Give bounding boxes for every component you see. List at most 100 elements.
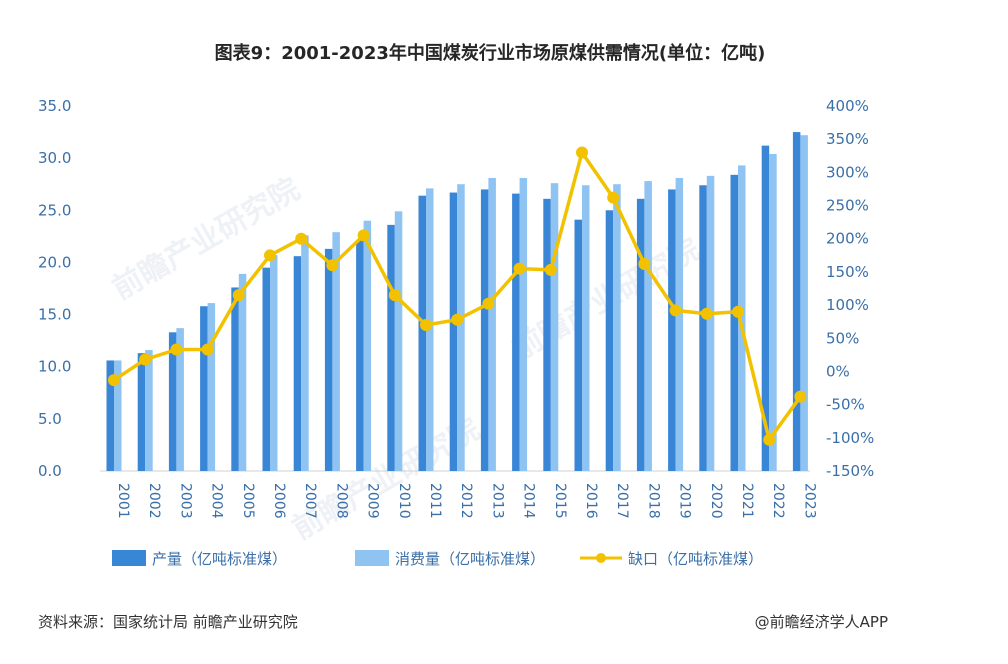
bar-production bbox=[574, 219, 582, 471]
gap-point bbox=[420, 319, 432, 331]
x-tick-label: 2011 bbox=[427, 483, 443, 519]
x-tick-label: 2003 bbox=[177, 483, 193, 519]
bar-production bbox=[480, 189, 489, 471]
bar-production bbox=[699, 185, 707, 471]
bar-production bbox=[605, 210, 614, 472]
x-tick-label: 2002 bbox=[146, 483, 162, 519]
bar-consumption bbox=[769, 153, 777, 471]
x-tick-label: 2017 bbox=[614, 483, 630, 519]
right-tick-label: 300% bbox=[826, 163, 869, 181]
bar-consumption bbox=[394, 211, 403, 472]
gap-point bbox=[794, 390, 807, 403]
gap-point bbox=[108, 374, 120, 387]
legend-swatch-production bbox=[112, 550, 146, 566]
x-tick-label: 2020 bbox=[708, 483, 724, 519]
x-axis: 2001 2002 2003 2004 2005 2006 2007 2008 2009 2010… bbox=[115, 483, 817, 519]
bar-production bbox=[231, 287, 239, 471]
x-tick-label: 2023 bbox=[801, 483, 817, 519]
bar-production bbox=[200, 306, 208, 471]
bar-production bbox=[387, 224, 395, 471]
left-tick-label: 20.0 bbox=[38, 253, 71, 271]
x-tick-label: 2015 bbox=[552, 483, 568, 519]
bar-production bbox=[324, 248, 333, 471]
bar-consumption bbox=[238, 273, 247, 471]
bar-consumption bbox=[207, 303, 216, 471]
x-tick-label: 2012 bbox=[458, 483, 474, 519]
source-note: 资料来源：国家统计局 前瞻产业研究院 bbox=[38, 613, 298, 631]
bar-consumption bbox=[363, 220, 372, 471]
legend-label-production: 产量（亿吨标准煤） bbox=[152, 550, 287, 568]
bar-production bbox=[418, 195, 426, 471]
bar-consumption bbox=[145, 350, 153, 471]
chart-title: 图表9：2001-2023年中国煤炭行业市场原煤供需情况(单位：亿吨) bbox=[215, 42, 766, 64]
x-tick-label: 2014 bbox=[521, 483, 537, 519]
bar-consumption bbox=[800, 135, 808, 471]
bar-consumption bbox=[675, 177, 684, 471]
legend-label-gap: 缺口（亿吨标准煤） bbox=[628, 550, 763, 568]
left-tick-label: 10.0 bbox=[38, 358, 71, 376]
bar-consumption bbox=[613, 184, 621, 471]
left-tick-label: 35.0 bbox=[38, 97, 71, 115]
gap-point bbox=[576, 146, 588, 159]
bar-production bbox=[293, 256, 302, 471]
gap-line-group bbox=[108, 146, 807, 446]
gap-point bbox=[264, 249, 276, 262]
gap-point bbox=[139, 353, 152, 366]
bar-consumption bbox=[488, 177, 496, 471]
bar-production bbox=[761, 145, 770, 471]
bar-production bbox=[137, 353, 146, 471]
left-tick-label: 15.0 bbox=[38, 306, 71, 324]
bar-production bbox=[668, 189, 676, 471]
x-tick-label: 2021 bbox=[739, 483, 755, 519]
bar-consumption bbox=[301, 235, 309, 471]
x-tick-label: 2013 bbox=[489, 483, 505, 519]
right-tick-label: 0% bbox=[826, 362, 850, 380]
bar-production bbox=[512, 193, 520, 471]
gap-point bbox=[201, 343, 214, 356]
gap-point bbox=[232, 289, 245, 302]
bar-production bbox=[262, 267, 270, 471]
gap-point bbox=[326, 259, 339, 272]
bar-production bbox=[106, 360, 114, 471]
gap-point bbox=[638, 257, 651, 270]
right-tick-label: 350% bbox=[826, 130, 869, 148]
right-tick-label: 150% bbox=[826, 263, 869, 281]
right-tick-label: -50% bbox=[826, 396, 865, 414]
gap-point bbox=[544, 263, 557, 276]
left-axis: 0.0 5.0 10.0 15.0 20.0 25.0 30.0 35.0 bbox=[38, 97, 71, 480]
right-tick-label: -100% bbox=[826, 429, 874, 447]
gap-point bbox=[170, 343, 183, 356]
x-tick-label: 2005 bbox=[240, 483, 256, 519]
bars-group bbox=[106, 132, 808, 472]
bar-consumption bbox=[457, 184, 465, 471]
left-tick-label: 25.0 bbox=[38, 201, 71, 219]
right-tick-label: 250% bbox=[826, 197, 869, 215]
bar-consumption bbox=[738, 165, 746, 471]
x-tick-label: 2007 bbox=[302, 483, 318, 519]
bar-production bbox=[543, 198, 551, 472]
bar-production bbox=[356, 240, 364, 471]
gap-point bbox=[357, 229, 370, 242]
gap-point bbox=[388, 289, 401, 302]
legend-swatch-consumption bbox=[355, 550, 389, 566]
x-tick-label: 2016 bbox=[583, 483, 599, 519]
x-tick-label: 2006 bbox=[271, 483, 287, 519]
x-tick-label: 2019 bbox=[677, 483, 693, 519]
bar-consumption bbox=[332, 232, 340, 471]
gap-point bbox=[451, 313, 464, 326]
bar-consumption bbox=[644, 181, 652, 472]
bar-production bbox=[636, 198, 645, 472]
bar-consumption bbox=[519, 177, 528, 471]
x-tick-label: 2018 bbox=[645, 483, 661, 519]
bar-consumption bbox=[270, 255, 278, 471]
right-tick-label: 200% bbox=[826, 230, 869, 248]
bar-consumption bbox=[582, 185, 590, 471]
bar-production bbox=[449, 192, 458, 472]
gap-point bbox=[700, 307, 713, 320]
legend-label-consumption: 消费量（亿吨标准煤） bbox=[395, 550, 545, 568]
gap-point bbox=[513, 262, 526, 275]
legend: 产量（亿吨标准煤） 消费量（亿吨标准煤） 缺口（亿吨标准煤） bbox=[112, 550, 763, 568]
x-tick-label: 2010 bbox=[396, 483, 412, 519]
